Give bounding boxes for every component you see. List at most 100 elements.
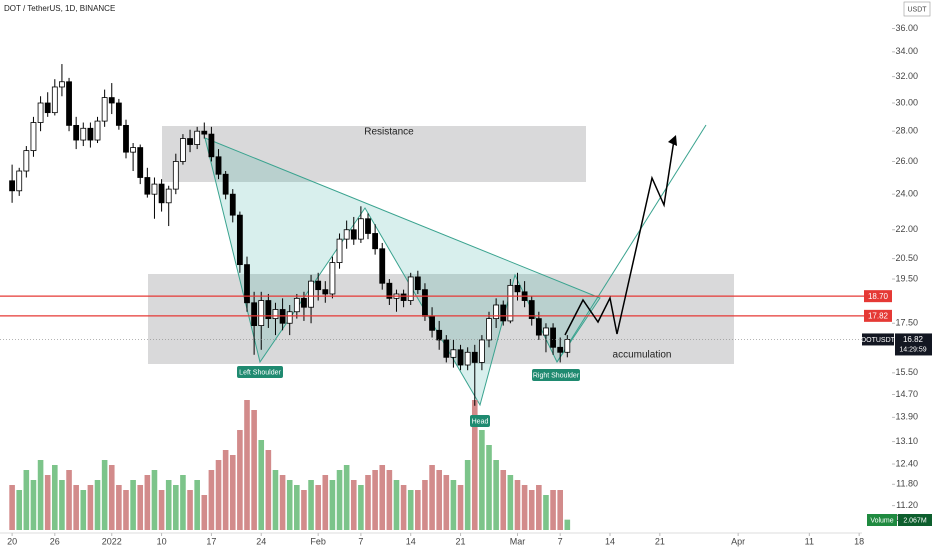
level-label: 18.70 <box>868 292 889 301</box>
volume-bar <box>486 445 492 530</box>
candle-body <box>528 300 535 320</box>
volume-bar <box>23 470 30 530</box>
volume-box <box>867 514 897 526</box>
candle-body <box>329 262 336 295</box>
volume-bar <box>393 480 400 530</box>
right-shoulder-label: Right Shoulder <box>533 372 580 379</box>
volume-bar <box>265 450 272 530</box>
candle-body <box>144 177 151 195</box>
candle-body <box>222 173 229 195</box>
candle-body <box>564 339 571 353</box>
candle-body <box>293 297 300 313</box>
candle-body <box>308 280 314 308</box>
candle-body <box>315 280 322 291</box>
volume-bar <box>350 480 357 530</box>
accumulation-label: accumulation <box>613 350 672 361</box>
candle-body <box>130 147 137 153</box>
marks <box>0 64 866 530</box>
y-tick-label: 34.00 <box>895 46 918 56</box>
volume-value: 2.067M <box>903 517 927 524</box>
volume-bar <box>237 430 243 530</box>
candle-body <box>101 97 108 122</box>
y-tick-label: 22.00 <box>895 224 918 234</box>
x-tick-label: 21 <box>655 536 665 546</box>
volume-bar <box>208 470 215 530</box>
y-tick-label: 36.00 <box>895 23 918 33</box>
countdown-label: 14:29:59 <box>899 346 926 353</box>
volume-bar <box>66 470 72 530</box>
volume-bar <box>180 475 186 530</box>
volume-bar <box>44 475 51 530</box>
candle-body <box>180 138 186 162</box>
label-box <box>532 369 580 381</box>
projected-path <box>564 139 675 336</box>
candle-body <box>265 300 272 320</box>
y-tick-label: 11.80 <box>896 479 918 489</box>
volume-bar <box>493 460 499 530</box>
volume-bar <box>73 485 79 530</box>
candle-body <box>37 102 44 123</box>
level-label: 17.82 <box>868 311 889 320</box>
x-tick-label: Feb <box>310 536 326 546</box>
volume-bar <box>108 465 115 530</box>
candle-body <box>543 327 549 336</box>
candle-body <box>16 170 23 192</box>
y-tick-label: 17.50 <box>895 318 918 328</box>
volume-bar <box>564 519 571 530</box>
candle-body <box>9 180 16 192</box>
volume-bar <box>429 465 435 530</box>
candle-body <box>471 351 478 363</box>
volume-bar <box>130 480 136 530</box>
volume-bar <box>123 490 129 530</box>
y-tick-label: 15.50 <box>895 367 918 377</box>
candle-body <box>123 124 129 153</box>
candle-body <box>550 327 556 348</box>
y-tick-label: 30.00 <box>895 97 918 107</box>
candle-body <box>23 150 30 172</box>
candle-body <box>194 130 201 145</box>
candle-body <box>350 229 357 240</box>
volume-bar <box>279 475 286 530</box>
overlay: Resistance accumulation Left Shoulder He… <box>4 1 931 427</box>
resistance-zone <box>162 126 586 182</box>
x-tick-label: 18 <box>854 536 864 546</box>
volume-bar <box>258 440 265 530</box>
candle-body <box>343 229 350 240</box>
volume-bar <box>294 485 300 530</box>
y-tick-label: 11.20 <box>896 500 918 510</box>
y-tick-label: 12.40 <box>895 458 918 468</box>
volume-bar <box>229 455 236 530</box>
candle-body <box>478 339 485 363</box>
volume-bar <box>514 480 521 530</box>
volume-name: Volume <box>870 517 893 524</box>
volume-bar <box>80 490 87 530</box>
candle-body <box>108 97 115 104</box>
y-tick-label: 24.00 <box>895 189 918 199</box>
candle-body <box>208 133 215 158</box>
volume-bar <box>379 465 386 530</box>
volume-bar <box>386 470 393 530</box>
volume-bar <box>521 485 528 530</box>
volume-bar <box>407 490 414 530</box>
volume-bar <box>450 480 457 530</box>
volume-bar <box>272 470 279 530</box>
volume-bar <box>158 490 165 530</box>
x-tick-label: 11 <box>805 536 814 546</box>
volume-bar <box>52 465 58 530</box>
x-tick-label: 7 <box>358 536 363 546</box>
left-shoulder-label: Left Shoulder <box>239 369 281 376</box>
candle-body <box>59 81 65 88</box>
candle-body <box>66 81 72 126</box>
volume-bar <box>400 485 407 530</box>
level-box <box>864 290 892 303</box>
volume-bar <box>94 480 101 530</box>
chart-title: DOT / TetherUS, 1D, BINANCE <box>4 4 115 13</box>
volume-bar <box>137 485 144 530</box>
candle-body <box>151 183 158 195</box>
candle-body <box>422 289 428 317</box>
volume-bar <box>365 475 371 530</box>
volume-bar <box>372 470 378 530</box>
candle-body <box>429 315 435 331</box>
candle-body <box>493 304 500 320</box>
unit-label: USDT <box>907 6 927 13</box>
